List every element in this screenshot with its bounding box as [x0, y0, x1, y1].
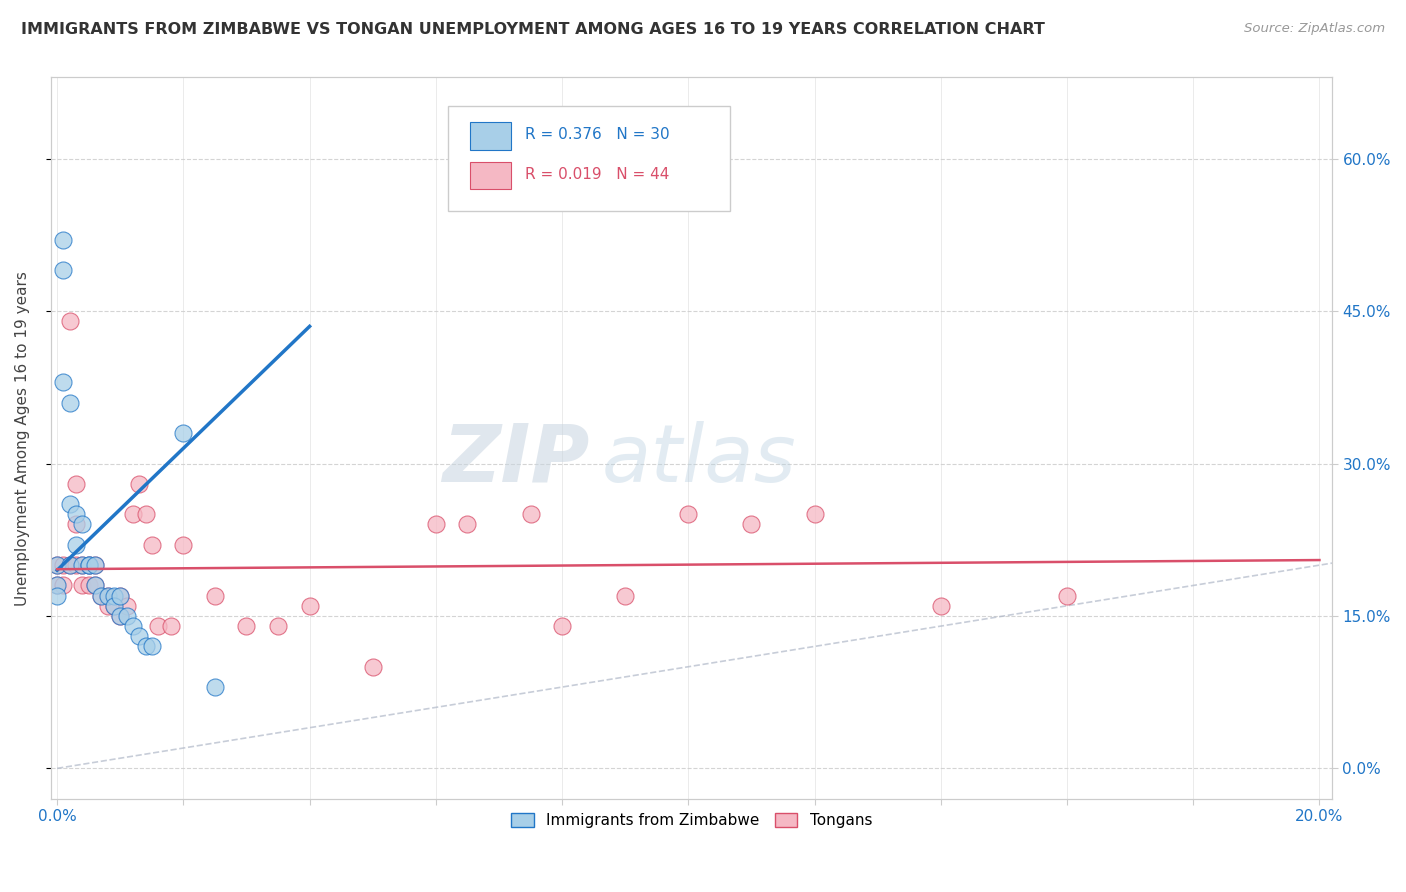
Point: [1056, 589, 1078, 603]
Point: [159, 619, 181, 633]
Point: [84, 558, 107, 573]
Point: [361, 659, 384, 673]
Point: [103, 599, 125, 613]
Point: [59, 497, 82, 511]
Point: [65, 476, 87, 491]
Point: [110, 609, 132, 624]
Point: [84, 578, 107, 592]
Text: Source: ZipAtlas.com: Source: ZipAtlas.com: [1244, 22, 1385, 36]
Point: [128, 629, 150, 643]
Point: [172, 538, 194, 552]
Point: [172, 425, 194, 440]
FancyBboxPatch shape: [449, 106, 730, 211]
Point: [90, 589, 112, 603]
Point: [235, 619, 257, 633]
Point: [77, 558, 100, 573]
Point: [110, 589, 132, 603]
Point: [678, 508, 700, 522]
Point: [204, 589, 226, 603]
Point: [740, 517, 762, 532]
Point: [929, 599, 952, 613]
Point: [103, 589, 125, 603]
Point: [72, 517, 94, 532]
Y-axis label: Unemployment Among Ages 16 to 19 years: Unemployment Among Ages 16 to 19 years: [15, 270, 30, 606]
Point: [122, 619, 145, 633]
Point: [52, 558, 75, 573]
Point: [72, 558, 94, 573]
Text: ZIP: ZIP: [441, 421, 589, 499]
Point: [298, 599, 321, 613]
Point: [65, 538, 87, 552]
Point: [84, 578, 107, 592]
Point: [103, 599, 125, 613]
Point: [267, 619, 290, 633]
Point: [65, 517, 87, 532]
Point: [146, 619, 169, 633]
Point: [519, 508, 541, 522]
Point: [52, 263, 75, 277]
Point: [90, 589, 112, 603]
Point: [97, 599, 120, 613]
Point: [77, 578, 100, 592]
Point: [128, 476, 150, 491]
Point: [110, 609, 132, 624]
Point: [115, 599, 138, 613]
Text: R = 0.019   N = 44: R = 0.019 N = 44: [524, 167, 669, 182]
Point: [141, 640, 163, 654]
Point: [134, 640, 156, 654]
Point: [46, 578, 69, 592]
Point: [52, 578, 75, 592]
Point: [551, 619, 574, 633]
Bar: [470, 122, 510, 150]
Point: [122, 508, 145, 522]
Point: [59, 314, 82, 328]
Point: [803, 508, 825, 522]
Point: [59, 395, 82, 409]
Point: [46, 558, 69, 573]
Point: [77, 558, 100, 573]
Point: [115, 609, 138, 624]
Text: IMMIGRANTS FROM ZIMBABWE VS TONGAN UNEMPLOYMENT AMONG AGES 16 TO 19 YEARS CORREL: IMMIGRANTS FROM ZIMBABWE VS TONGAN UNEMP…: [21, 22, 1045, 37]
Point: [614, 589, 637, 603]
Point: [77, 558, 100, 573]
Point: [72, 558, 94, 573]
Point: [110, 589, 132, 603]
Point: [134, 508, 156, 522]
Point: [59, 558, 82, 573]
Point: [84, 558, 107, 573]
Point: [97, 589, 120, 603]
Point: [46, 578, 69, 592]
Point: [425, 517, 447, 532]
Point: [46, 558, 69, 573]
Point: [46, 589, 69, 603]
Text: R = 0.376   N = 30: R = 0.376 N = 30: [524, 127, 669, 142]
Point: [141, 538, 163, 552]
Point: [97, 589, 120, 603]
Point: [456, 517, 478, 532]
Point: [65, 508, 87, 522]
Point: [52, 376, 75, 390]
Bar: [470, 161, 510, 189]
Point: [204, 680, 226, 694]
Text: atlas: atlas: [602, 421, 797, 499]
Point: [65, 558, 87, 573]
Legend: Immigrants from Zimbabwe, Tongans: Immigrants from Zimbabwe, Tongans: [505, 807, 879, 835]
Point: [52, 233, 75, 247]
Point: [72, 578, 94, 592]
Point: [59, 558, 82, 573]
